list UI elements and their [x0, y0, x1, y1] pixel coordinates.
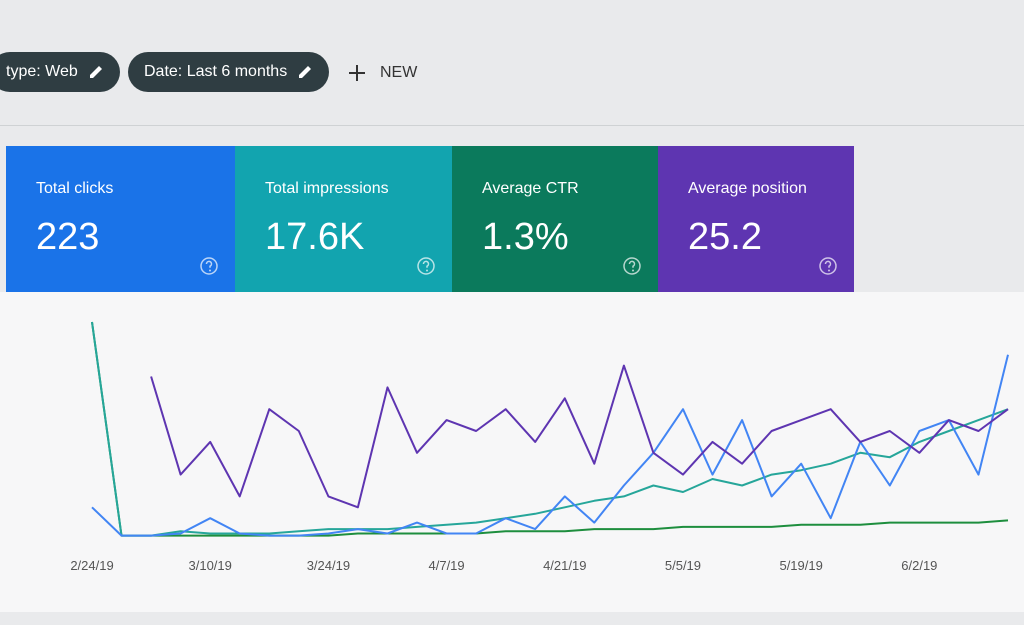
x-tick-label: 5/5/19	[665, 558, 701, 573]
metric-label: Total clicks	[36, 180, 114, 197]
filter-chip[interactable]: Date: Last 6 months	[128, 52, 330, 92]
chip-label: type: Web	[6, 63, 78, 80]
chip-label: Date: Last 6 months	[144, 63, 288, 80]
series-line	[91, 321, 1009, 537]
x-tick-label: 4/7/19	[429, 558, 465, 573]
x-tick-label: 2/24/19	[70, 558, 113, 573]
help-icon[interactable]	[818, 256, 838, 276]
divider	[0, 125, 1024, 126]
help-icon[interactable]	[199, 256, 219, 276]
metric-card[interactable]: Total clicks 223	[6, 146, 235, 292]
new-button[interactable]: NEW	[348, 64, 417, 82]
metric-card[interactable]: Average CTR 1.3%	[452, 146, 658, 292]
metric-label: Average CTR	[482, 180, 579, 197]
x-tick-label: 6/2/19	[901, 558, 937, 573]
metric-value: 17.6K	[265, 216, 365, 258]
plus-icon	[349, 65, 365, 81]
x-tick-label: 5/19/19	[779, 558, 822, 573]
metric-label: Total impressions	[265, 180, 389, 197]
metric-value: 223	[36, 216, 100, 258]
metric-value: 1.3%	[482, 216, 569, 258]
metric-card[interactable]: Total impressions 17.6K	[235, 146, 452, 292]
new-label: NEW	[380, 64, 418, 81]
x-tick-label: 4/21/19	[543, 558, 586, 573]
x-tick-label: 3/10/19	[189, 558, 232, 573]
filter-chip[interactable]: type: Web	[0, 52, 120, 92]
help-icon[interactable]	[416, 256, 436, 276]
chart-panel	[0, 292, 1024, 612]
edit-icon	[89, 66, 102, 78]
x-tick-label: 3/24/19	[307, 558, 350, 573]
series-line	[150, 364, 1009, 509]
help-icon[interactable]	[622, 256, 642, 276]
metric-value: 25.2	[688, 216, 762, 258]
metric-label: Average position	[688, 180, 807, 197]
series-line	[91, 354, 1009, 537]
metric-card[interactable]: Average position 25.2	[658, 146, 854, 292]
edit-icon	[299, 66, 312, 78]
